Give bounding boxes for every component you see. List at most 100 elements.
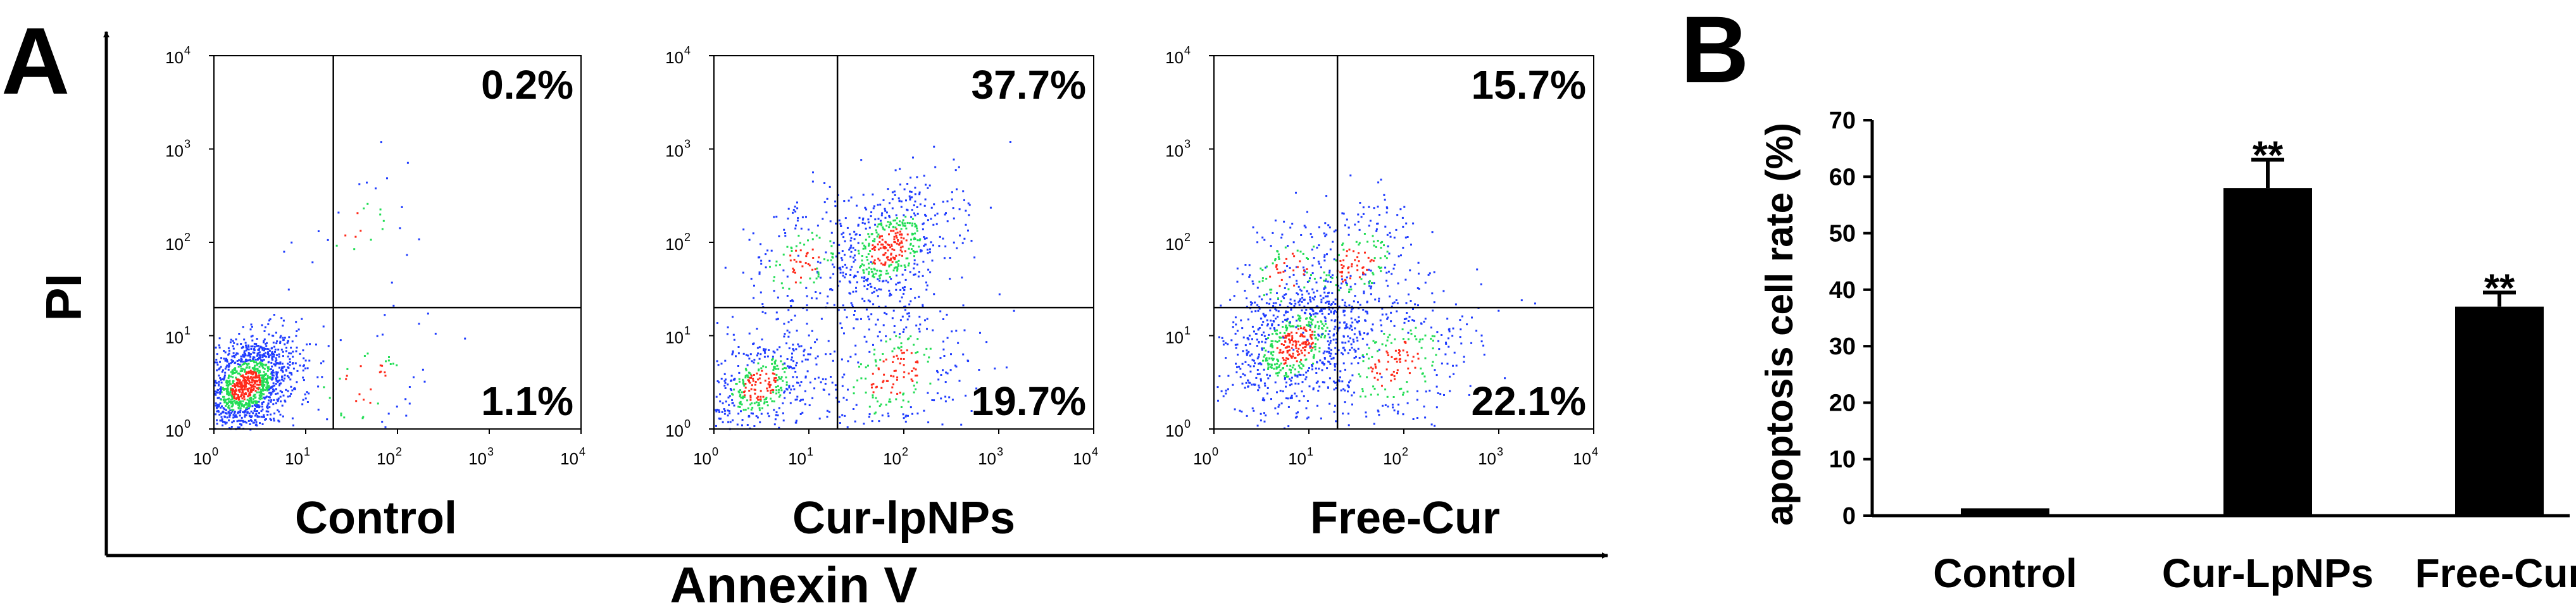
event-dot	[820, 318, 823, 320]
event-dot	[1256, 357, 1259, 359]
event-dot	[725, 401, 727, 403]
event-dot	[924, 243, 927, 245]
event-dot	[915, 361, 917, 364]
event-dot	[902, 225, 904, 227]
event-dot	[1334, 352, 1337, 355]
event-dot	[1229, 299, 1232, 301]
event-dot	[223, 421, 226, 423]
event-dot	[1278, 371, 1280, 374]
event-dot	[1315, 367, 1317, 370]
event-dot	[1391, 404, 1394, 406]
event-dot	[339, 377, 341, 380]
event-dot	[227, 404, 230, 407]
event-dot	[915, 368, 917, 371]
event-dot	[292, 351, 294, 353]
event-dot	[888, 214, 891, 217]
event-dot	[1345, 282, 1347, 284]
event-dot	[838, 219, 841, 221]
event-dot	[224, 423, 227, 425]
event-dot	[903, 264, 906, 266]
event-dot	[1249, 354, 1251, 357]
event-dot	[258, 366, 261, 368]
event-dot	[891, 350, 894, 352]
event-dot	[889, 216, 891, 218]
event-dot	[895, 335, 897, 337]
event-dot	[1314, 295, 1316, 298]
event-dot	[1266, 362, 1269, 364]
event-dot	[1380, 266, 1382, 269]
event-dot	[1276, 363, 1279, 365]
event-dot	[249, 392, 251, 394]
event-dot	[1274, 259, 1277, 261]
quadrant-lower-right-percent: 19.7%	[972, 378, 1086, 424]
event-dot	[1350, 310, 1353, 313]
event-dot	[936, 213, 939, 215]
event-dot	[396, 364, 398, 366]
event-dot	[888, 289, 891, 292]
event-dot	[1277, 372, 1279, 375]
event-dot	[1287, 345, 1289, 348]
event-dot	[946, 313, 948, 316]
event-dot	[735, 383, 737, 385]
event-dot	[1327, 302, 1330, 305]
event-dot	[800, 381, 803, 383]
event-dot	[226, 416, 228, 419]
event-dot	[1435, 406, 1438, 409]
event-dot	[231, 390, 234, 393]
event-dot	[906, 221, 909, 224]
event-dot	[1395, 299, 1397, 301]
event-dot	[807, 239, 809, 242]
event-dot	[896, 217, 898, 220]
event-dot	[772, 356, 774, 358]
event-dot	[865, 268, 868, 271]
event-dot	[1221, 337, 1223, 339]
event-dot	[1300, 234, 1303, 236]
event-dot	[918, 193, 921, 196]
event-dot	[269, 418, 272, 420]
event-dot	[231, 396, 234, 399]
event-dot	[249, 394, 251, 396]
event-dot	[1403, 340, 1406, 343]
event-dot	[1385, 211, 1388, 214]
event-dot	[905, 227, 908, 230]
event-dot	[244, 411, 247, 413]
event-dot	[1312, 363, 1315, 365]
event-dot	[1373, 376, 1376, 379]
event-dot	[236, 420, 239, 423]
event-dot	[237, 426, 239, 428]
event-dot	[955, 330, 958, 332]
event-dot	[877, 367, 880, 370]
event-dot	[1334, 309, 1336, 312]
event-dot	[954, 169, 957, 171]
event-dot	[380, 141, 382, 144]
event-dot	[270, 371, 273, 373]
event-dot	[1297, 382, 1300, 385]
event-dot	[1238, 366, 1240, 368]
event-dot	[1475, 330, 1478, 332]
event-dot	[1397, 255, 1400, 258]
event-dot	[1372, 259, 1375, 262]
event-dot	[1222, 395, 1225, 397]
event-dot	[737, 352, 740, 354]
event-dot	[1394, 338, 1396, 340]
event-dot	[1415, 338, 1418, 340]
event-dot	[919, 323, 922, 326]
event-dot	[831, 382, 834, 384]
event-dot	[405, 414, 408, 417]
event-dot	[1338, 306, 1341, 308]
event-dot	[1298, 317, 1300, 320]
event-dot	[232, 382, 234, 384]
event-dot	[239, 414, 241, 417]
event-dot	[1353, 300, 1355, 302]
event-dot	[906, 349, 908, 352]
event-dot	[1296, 375, 1299, 377]
event-dot	[1328, 301, 1330, 303]
event-dot	[242, 361, 244, 363]
event-dot	[1310, 274, 1312, 276]
event-dot	[230, 371, 232, 373]
event-dot	[1284, 362, 1287, 364]
event-dot	[1284, 375, 1285, 377]
event-dot	[926, 284, 928, 287]
event-dot	[911, 370, 913, 372]
event-dot	[855, 287, 857, 289]
